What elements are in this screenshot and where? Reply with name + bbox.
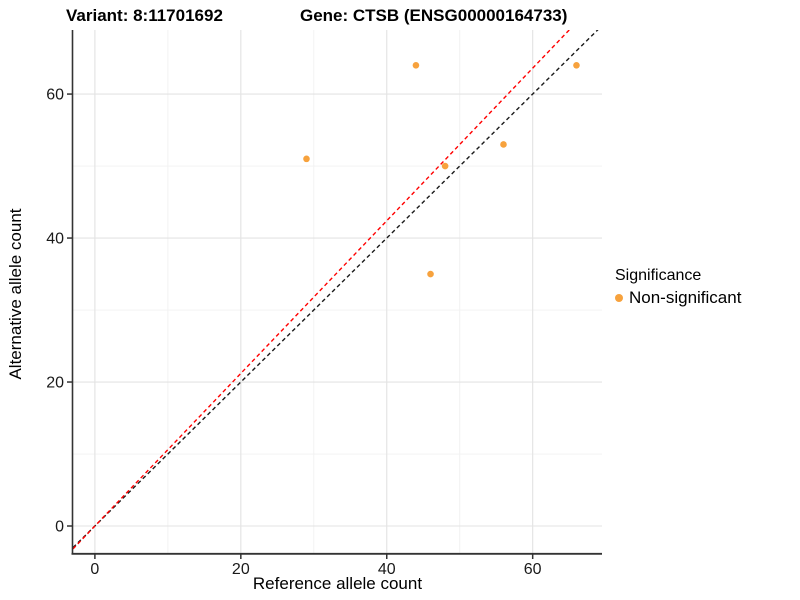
data-point [441, 162, 449, 170]
y-tick-label: 0 [55, 519, 64, 536]
x-axis-title: Reference allele count [252, 574, 423, 593]
legend-item-non-significant: Non-significant [615, 288, 741, 308]
legend-item-label: Non-significant [629, 288, 742, 307]
legend-point-swatch [615, 294, 623, 302]
y-axis-title: Alternative allele count [6, 208, 25, 380]
x-tick-label: 20 [232, 561, 250, 578]
data-point [303, 155, 310, 163]
y-tick-label: 40 [46, 231, 64, 248]
identity-line [73, 30, 599, 549]
data-point [412, 61, 420, 69]
x-tick-label: 0 [90, 561, 99, 578]
ratio-line [73, 30, 571, 550]
legend: Significance Non-significant [615, 267, 741, 308]
plot-title-variant: Variant: 8:11701692 [66, 6, 223, 25]
y-tick-label: 20 [46, 375, 64, 392]
data-point [500, 141, 507, 148]
x-tick-label: 60 [524, 561, 542, 578]
x-tick-label: 40 [378, 561, 396, 578]
plot-title-gene: Gene: CTSB (ENSG00000164733) [300, 6, 568, 25]
data-point [573, 61, 580, 69]
y-tick-label: 60 [46, 87, 64, 104]
data-point [427, 270, 434, 278]
legend-title: Significance [615, 267, 702, 284]
